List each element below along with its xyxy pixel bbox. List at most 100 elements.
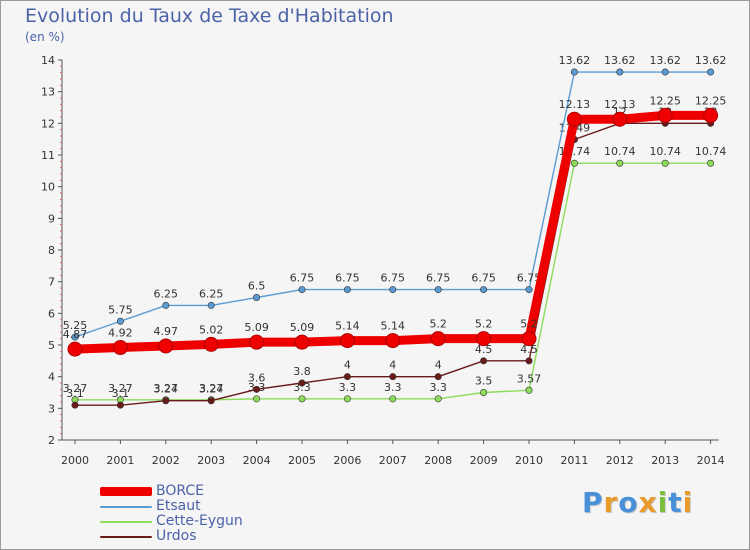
y-tick-label: 9 — [48, 212, 55, 225]
data-label-cette-eygun: 10.74 — [649, 145, 681, 158]
x-tick-label: 2010 — [515, 454, 543, 467]
data-label-urdos: 3.1 — [112, 387, 130, 400]
data-label-etsaut: 6.75 — [517, 272, 542, 285]
legend-label: BORCE — [156, 483, 205, 499]
data-point-cette-eygun — [707, 159, 715, 167]
x-tick-label: 2002 — [152, 454, 180, 467]
legend-label: Etsaut — [156, 498, 201, 514]
data-point-urdos — [389, 373, 397, 381]
legend-label: Urdos — [156, 528, 197, 544]
y-tick-label: 2 — [48, 434, 55, 447]
data-point-urdos — [525, 357, 533, 365]
data-label-borce: 12.13 — [559, 98, 591, 111]
proxiti-logo: Proxiti — [582, 486, 694, 519]
x-tick-label: 2007 — [379, 454, 407, 467]
data-point-cette-eygun — [570, 159, 578, 167]
data-point-borce — [112, 340, 128, 356]
data-point-borce — [203, 336, 219, 352]
data-point-urdos — [343, 373, 351, 381]
data-label-cette-eygun: 3.27 — [63, 382, 88, 395]
data-point-etsaut — [480, 286, 488, 294]
data-point-borce — [612, 111, 628, 127]
y-tick-label: 13 — [41, 86, 55, 99]
data-point-cette-eygun — [525, 386, 533, 394]
y-tick-label: 8 — [48, 244, 55, 257]
y-tick-label: 14 — [41, 54, 55, 67]
chart-title: Evolution du Taux de Taxe d'Habitation — [25, 5, 394, 27]
x-tick-label: 2000 — [61, 454, 89, 467]
data-point-etsaut — [434, 286, 442, 294]
data-label-urdos: 3.24 — [154, 383, 179, 396]
x-tick-label: 2003 — [197, 454, 225, 467]
data-label-etsaut: 13.62 — [649, 54, 681, 67]
data-label-urdos: 4 — [389, 359, 396, 372]
data-point-borce — [67, 341, 83, 357]
data-point-cette-eygun — [434, 395, 442, 403]
data-label-etsaut: 6.25 — [154, 287, 179, 300]
data-label-urdos: 3.6 — [248, 371, 266, 384]
y-tick-label: 4 — [48, 371, 55, 384]
data-point-borce — [657, 107, 673, 123]
data-label-borce: 5.09 — [244, 321, 269, 334]
x-tick-label: 2001 — [106, 454, 134, 467]
data-label-cette-eygun: 3.27 — [108, 382, 133, 395]
data-label-cette-eygun: 3.3 — [429, 381, 447, 394]
data-label-borce: 4.97 — [154, 325, 179, 338]
data-label-etsaut: 13.62 — [559, 54, 591, 67]
data-label-cette-eygun: 10.74 — [604, 145, 636, 158]
x-tick-label: 2008 — [424, 454, 452, 467]
x-tick-label: 2011 — [560, 454, 588, 467]
legend-swatch — [100, 487, 152, 496]
data-label-cette-eygun: 3.3 — [384, 381, 402, 394]
data-point-etsaut — [253, 293, 261, 301]
data-point-cette-eygun — [616, 159, 624, 167]
y-tick-label: 11 — [41, 149, 55, 162]
data-point-urdos — [116, 401, 124, 409]
legend-swatch — [100, 505, 152, 508]
data-label-etsaut: 6.75 — [471, 272, 496, 285]
data-label-etsaut: 6.75 — [426, 272, 451, 285]
y-tick-label: 5 — [48, 339, 55, 352]
data-point-cette-eygun — [480, 388, 488, 396]
data-label-borce: 5.09 — [290, 321, 315, 334]
data-point-etsaut — [525, 286, 533, 294]
data-label-etsaut: 13.62 — [604, 54, 636, 67]
data-point-borce — [476, 331, 492, 347]
data-point-urdos — [480, 357, 488, 365]
data-point-borce — [158, 338, 174, 354]
data-label-borce: 5.2 — [520, 318, 538, 331]
data-point-borce — [385, 333, 401, 349]
x-tick-label: 2004 — [243, 454, 271, 467]
data-label-cette-eygun: 3.27 — [154, 382, 179, 395]
data-point-etsaut — [298, 286, 306, 294]
data-label-urdos: 4.5 — [475, 343, 493, 356]
data-label-etsaut: 6.75 — [335, 272, 360, 285]
data-label-etsaut: 5.25 — [63, 319, 88, 332]
data-label-borce: 4.92 — [108, 327, 133, 340]
data-point-borce — [566, 111, 582, 127]
data-point-urdos — [71, 401, 79, 409]
data-label-cette-eygun: 3.27 — [199, 382, 224, 395]
data-point-etsaut — [616, 68, 624, 76]
y-tick-label: 10 — [41, 181, 55, 194]
x-tick-label: 2005 — [288, 454, 316, 467]
x-tick-label: 2006 — [333, 454, 361, 467]
data-label-etsaut: 6.25 — [199, 287, 224, 300]
data-point-etsaut — [116, 317, 124, 325]
x-tick-label: 2009 — [470, 454, 498, 467]
data-label-urdos: 4 — [344, 359, 351, 372]
data-label-borce: 5.02 — [199, 323, 224, 336]
data-label-borce: 4.87 — [63, 328, 88, 341]
data-label-borce: 12.25 — [649, 94, 681, 107]
data-label-borce: 5.2 — [429, 318, 447, 331]
data-label-borce: 5.14 — [335, 320, 360, 333]
x-tick-label: 2012 — [606, 454, 634, 467]
data-label-urdos: 3.8 — [293, 365, 311, 378]
data-point-borce — [430, 331, 446, 347]
x-tick-label: 2014 — [697, 454, 725, 467]
data-point-etsaut — [162, 301, 170, 309]
data-label-borce: 5.14 — [381, 320, 406, 333]
data-point-urdos — [298, 379, 306, 387]
data-label-etsaut: 6.5 — [248, 280, 266, 293]
